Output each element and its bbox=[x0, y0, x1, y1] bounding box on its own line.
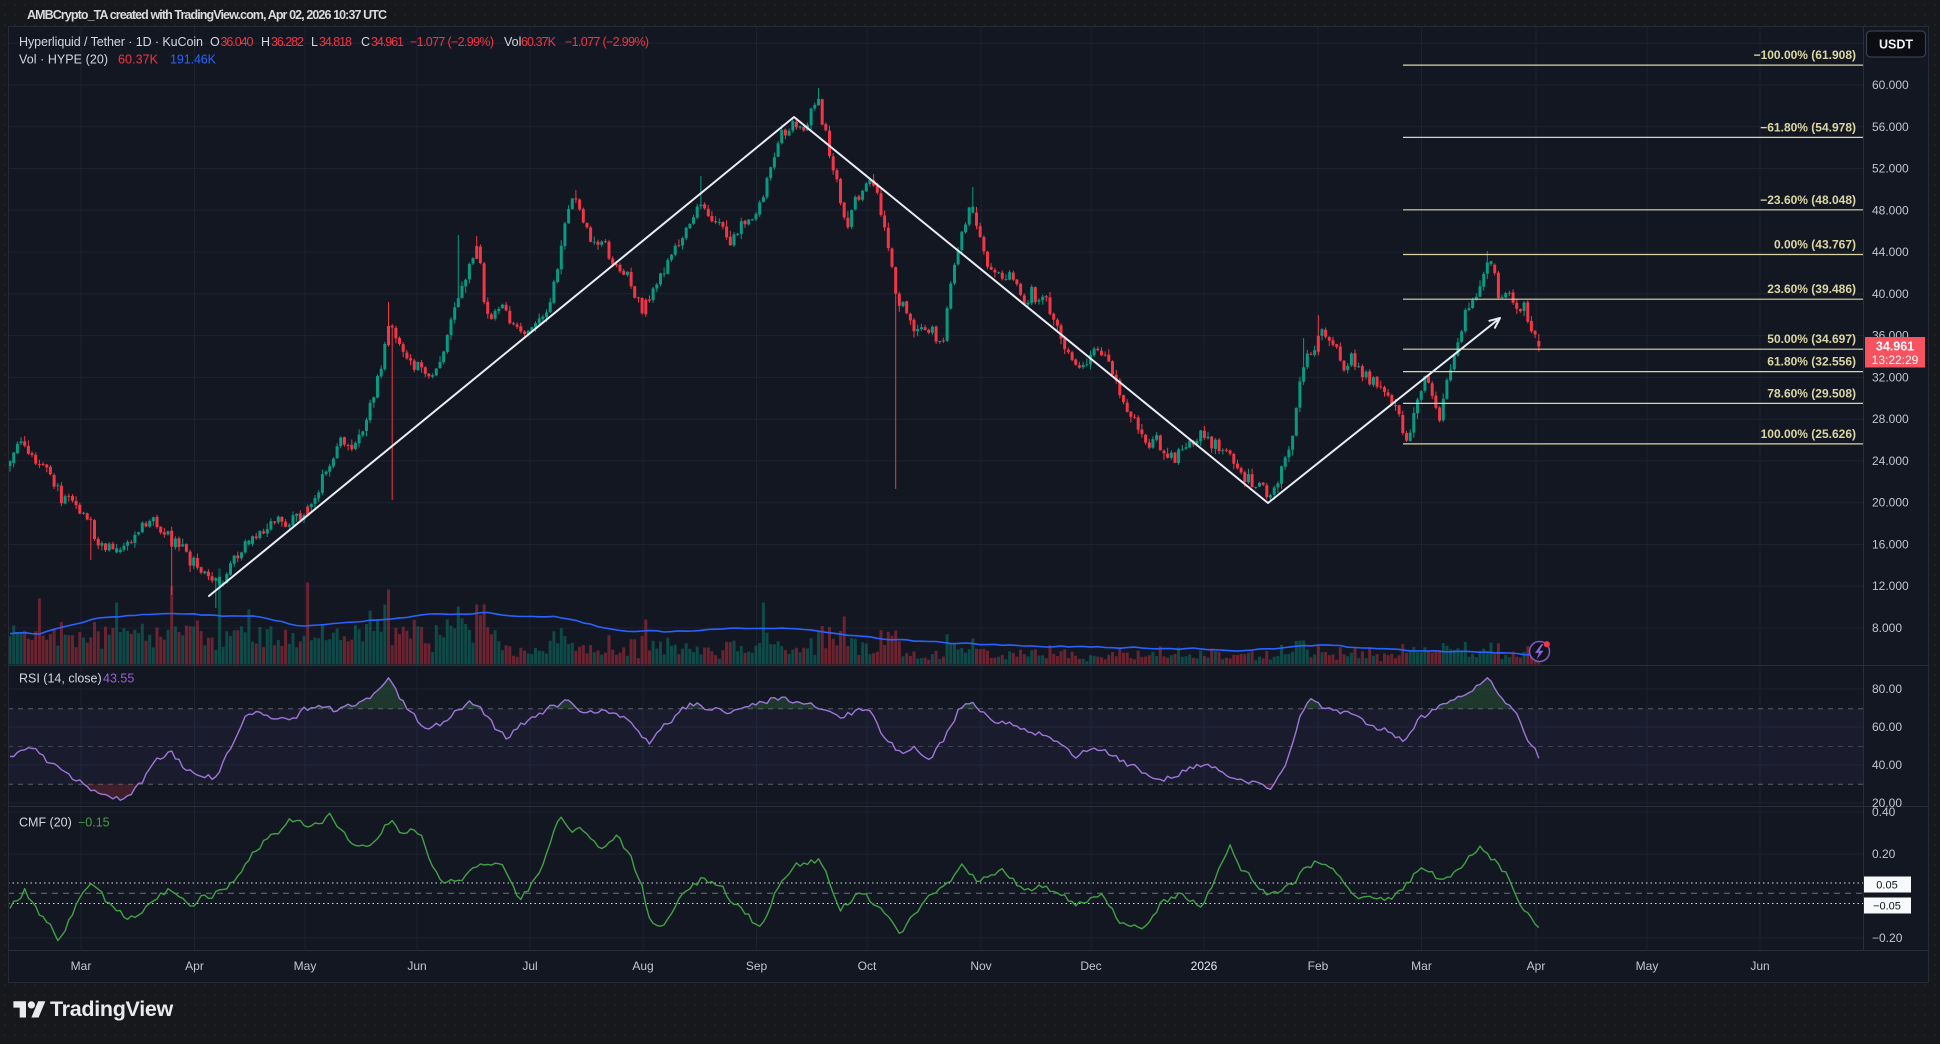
svg-text:43.55: 43.55 bbox=[103, 672, 134, 686]
svg-text:C: C bbox=[361, 35, 370, 49]
svg-text:Jun: Jun bbox=[1750, 959, 1769, 973]
svg-text:60.37K: 60.37K bbox=[118, 53, 159, 67]
svg-text:−61.80% (54.978): −61.80% (54.978) bbox=[1760, 120, 1856, 134]
svg-text:O: O bbox=[210, 35, 220, 49]
svg-text:34.961: 34.961 bbox=[1876, 340, 1914, 354]
svg-text:28.000: 28.000 bbox=[1872, 412, 1909, 426]
svg-text:52.000: 52.000 bbox=[1872, 162, 1909, 176]
svg-text:May: May bbox=[1636, 959, 1659, 973]
svg-text:RSI (14, close): RSI (14, close) bbox=[19, 672, 102, 686]
svg-text:May: May bbox=[294, 959, 317, 973]
svg-text:44.000: 44.000 bbox=[1872, 245, 1909, 259]
svg-text:100.00% (25.626): 100.00% (25.626) bbox=[1761, 427, 1856, 441]
svg-text:USDT: USDT bbox=[1879, 38, 1913, 52]
svg-text:60.00: 60.00 bbox=[1872, 720, 1902, 734]
svg-text:−100.00% (61.908): −100.00% (61.908) bbox=[1754, 48, 1856, 62]
svg-text:−23.60% (48.048): −23.60% (48.048) bbox=[1760, 193, 1856, 207]
svg-text:40.00: 40.00 bbox=[1872, 758, 1902, 772]
svg-text:0.00% (43.767): 0.00% (43.767) bbox=[1774, 238, 1856, 252]
svg-text:191.46K: 191.46K bbox=[170, 53, 217, 67]
svg-text:Hyperliquid / Tether · 1D · Ku: Hyperliquid / Tether · 1D · KuCoin bbox=[19, 35, 203, 49]
svg-text:Sep: Sep bbox=[746, 959, 768, 973]
svg-text:Jun: Jun bbox=[407, 959, 426, 973]
svg-text:Jul: Jul bbox=[522, 959, 537, 973]
svg-text:Mar: Mar bbox=[71, 959, 92, 973]
svg-text:23.60% (39.486): 23.60% (39.486) bbox=[1767, 282, 1856, 296]
svg-text:2026: 2026 bbox=[1191, 959, 1218, 973]
svg-text:Nov: Nov bbox=[970, 959, 991, 973]
svg-text:Apr: Apr bbox=[185, 959, 204, 973]
svg-text:L: L bbox=[311, 35, 318, 49]
svg-text:78.60% (29.508): 78.60% (29.508) bbox=[1767, 386, 1856, 400]
svg-text:20.000: 20.000 bbox=[1872, 496, 1909, 510]
svg-text:13:22:29: 13:22:29 bbox=[1872, 353, 1919, 367]
svg-text:48.000: 48.000 bbox=[1872, 203, 1909, 217]
svg-text:8.000: 8.000 bbox=[1872, 621, 1902, 635]
svg-text:−0.20: −0.20 bbox=[1872, 931, 1903, 945]
svg-text:Oct: Oct bbox=[858, 959, 877, 973]
svg-text:40.000: 40.000 bbox=[1872, 287, 1909, 301]
svg-text:36.040: 36.040 bbox=[221, 35, 254, 49]
svg-text:32.000: 32.000 bbox=[1872, 370, 1909, 384]
svg-text:TradingView: TradingView bbox=[50, 997, 174, 1021]
svg-text:−0.05: −0.05 bbox=[1873, 901, 1901, 913]
svg-text:Mar: Mar bbox=[1411, 959, 1432, 973]
svg-text:61.80% (32.556): 61.80% (32.556) bbox=[1767, 355, 1856, 369]
svg-text:−1.077 (−2.99%): −1.077 (−2.99%) bbox=[410, 35, 494, 49]
svg-text:Vol · HYPE (20): Vol · HYPE (20) bbox=[19, 53, 108, 67]
svg-text:0.05: 0.05 bbox=[1876, 880, 1897, 892]
svg-text:−0.15: −0.15 bbox=[78, 816, 110, 830]
svg-text:16.000: 16.000 bbox=[1872, 538, 1909, 552]
svg-text:60.000: 60.000 bbox=[1872, 78, 1909, 92]
svg-text:12.000: 12.000 bbox=[1872, 579, 1909, 593]
svg-text:Dec: Dec bbox=[1080, 959, 1101, 973]
svg-text:H: H bbox=[261, 35, 270, 49]
svg-text:56.000: 56.000 bbox=[1872, 120, 1909, 134]
svg-text:Apr: Apr bbox=[1527, 959, 1546, 973]
svg-text:Feb: Feb bbox=[1308, 959, 1329, 973]
svg-text:36.282: 36.282 bbox=[271, 35, 304, 49]
svg-text:Aug: Aug bbox=[632, 959, 653, 973]
svg-text:20.00: 20.00 bbox=[1872, 796, 1902, 810]
svg-text:24.000: 24.000 bbox=[1872, 454, 1909, 468]
svg-text:80.00: 80.00 bbox=[1872, 682, 1902, 696]
svg-text:Vol: Vol bbox=[504, 35, 521, 49]
svg-text:0.20: 0.20 bbox=[1872, 847, 1896, 861]
svg-text:AMBCrypto_TA created with Trad: AMBCrypto_TA created with TradingView.co… bbox=[27, 8, 387, 22]
svg-text:0.40: 0.40 bbox=[1872, 805, 1896, 819]
svg-text:34.961: 34.961 bbox=[371, 35, 404, 49]
svg-text:34.818: 34.818 bbox=[319, 35, 352, 49]
svg-text:−1.077 (−2.99%): −1.077 (−2.99%) bbox=[565, 35, 649, 49]
svg-text:CMF (20): CMF (20) bbox=[19, 816, 72, 830]
svg-text:50.00% (34.697): 50.00% (34.697) bbox=[1767, 332, 1856, 346]
svg-text:60.37K: 60.37K bbox=[521, 35, 557, 49]
